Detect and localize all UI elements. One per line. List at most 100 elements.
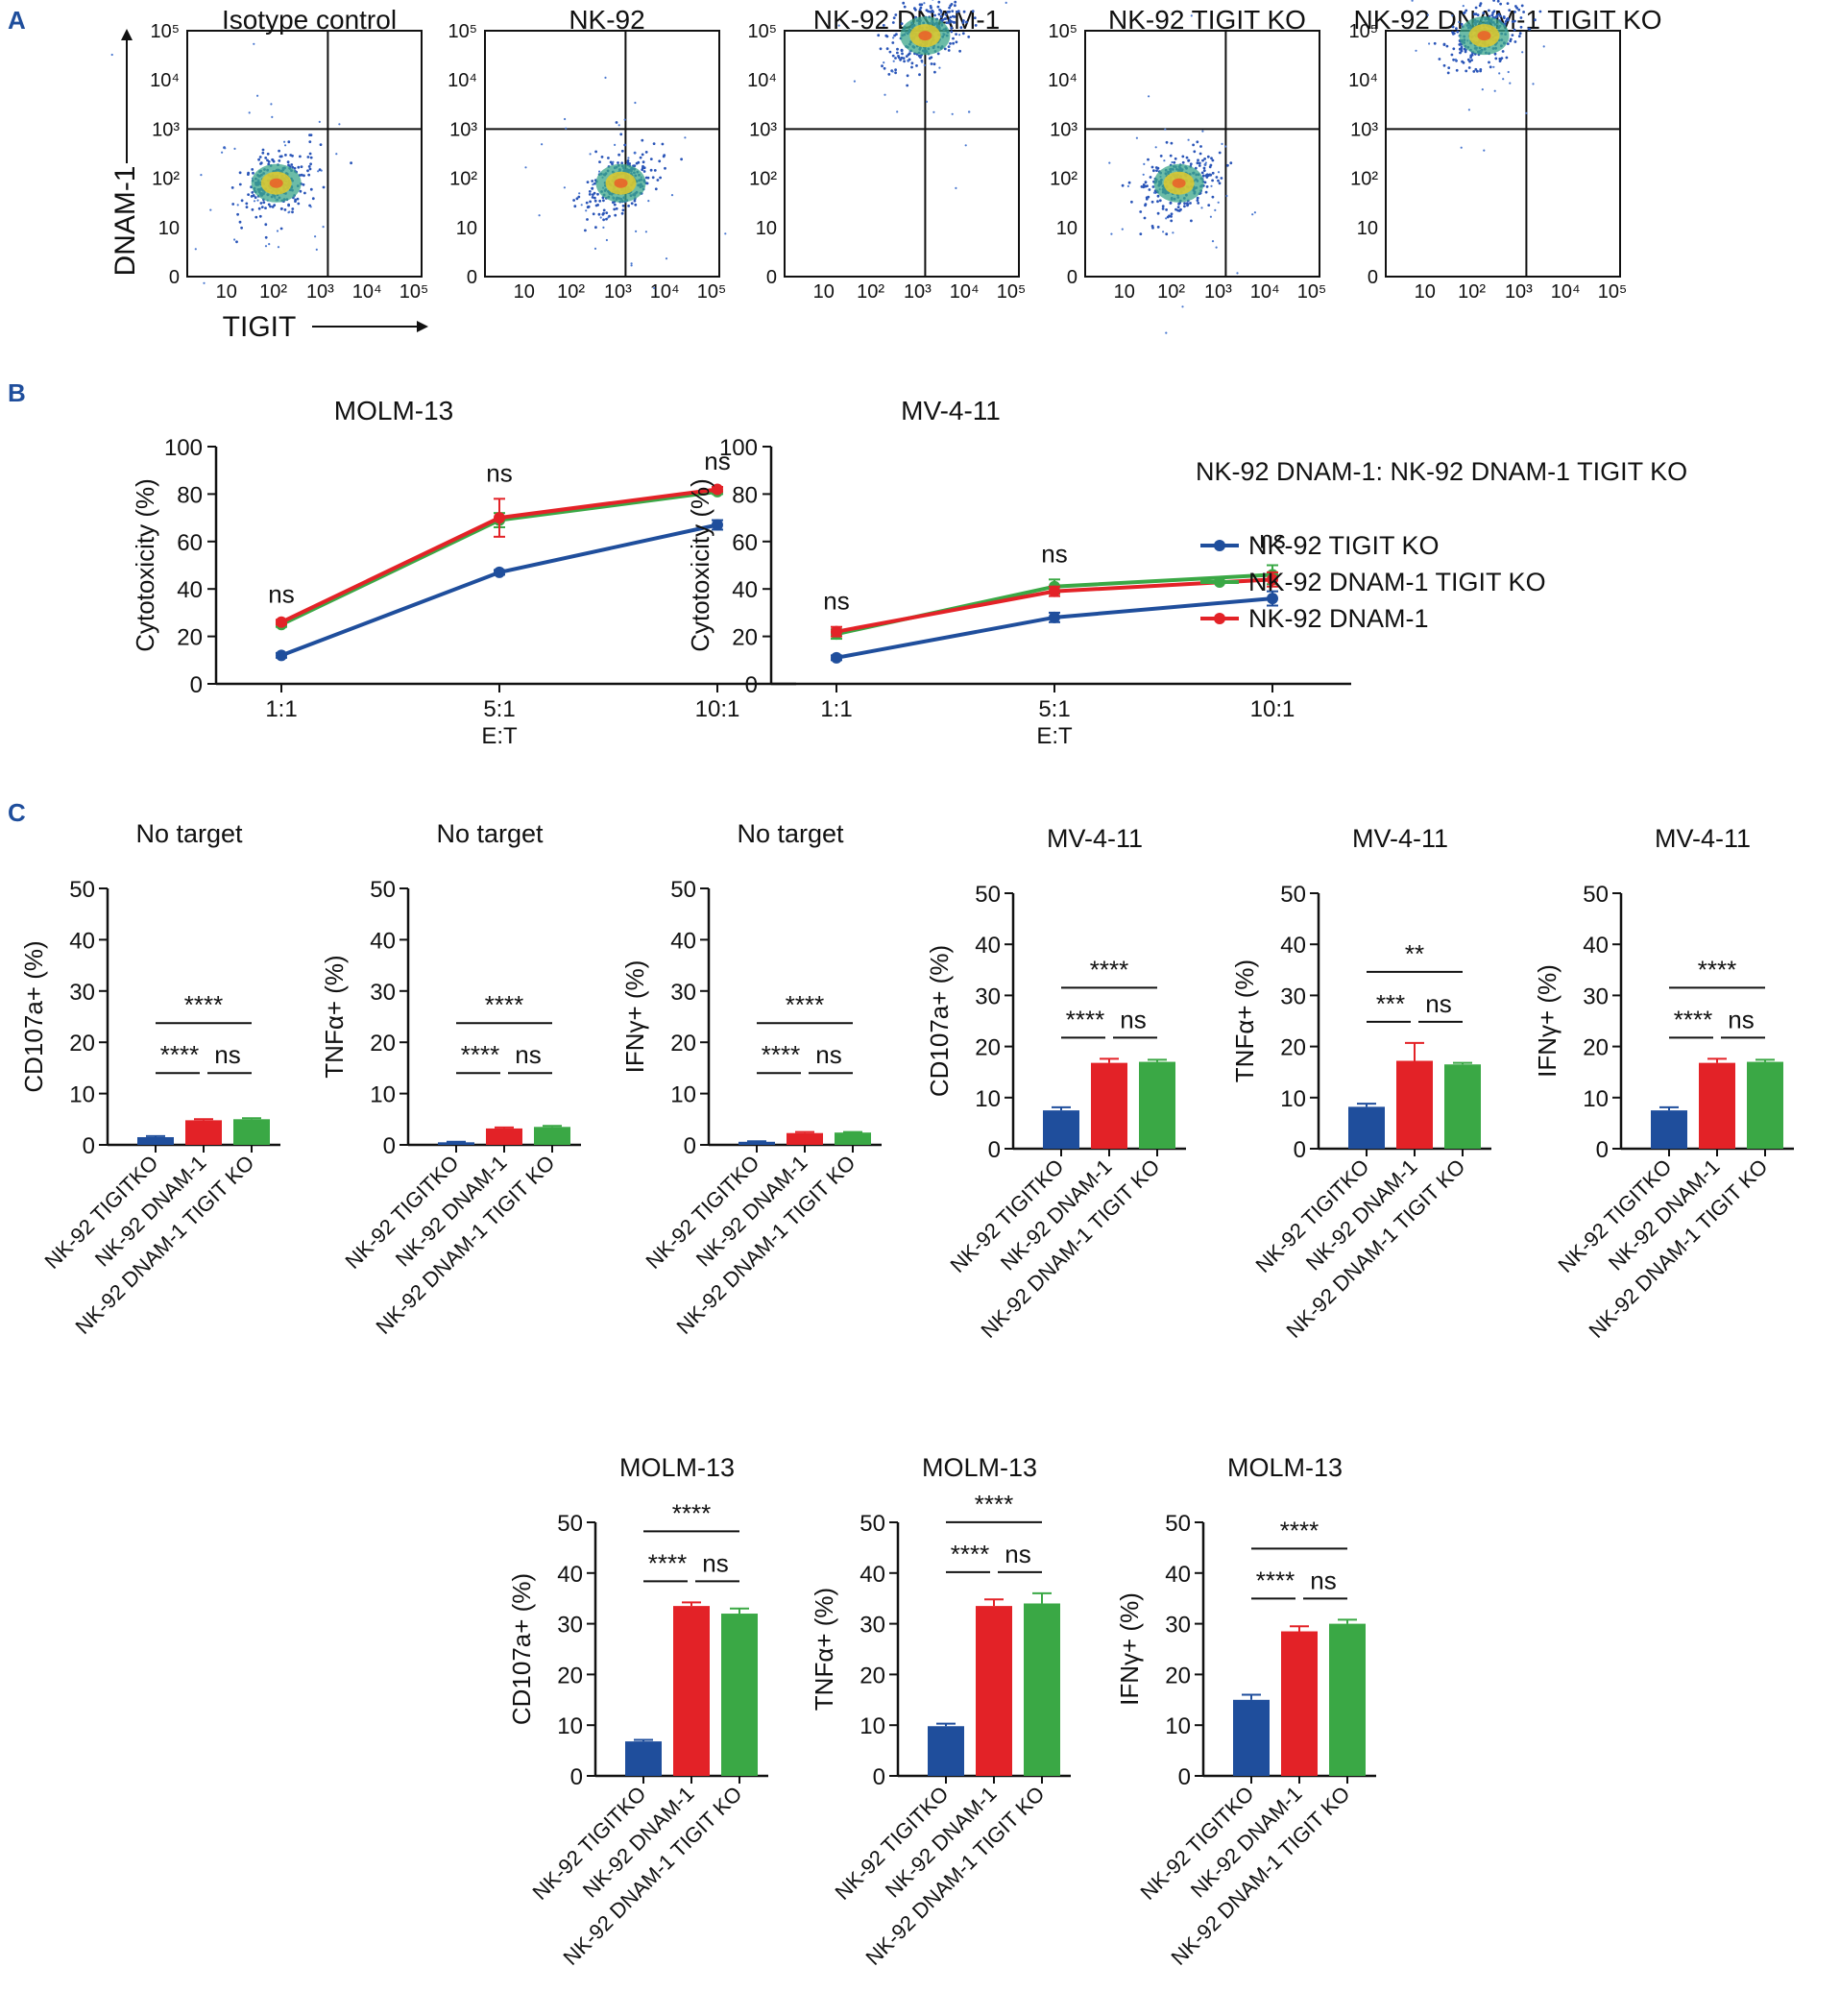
flow-x-tick-label: 10 <box>514 281 535 303</box>
bar <box>1281 1631 1318 1776</box>
data-point <box>712 519 723 531</box>
flow-y-tick-label: 10 <box>1056 218 1077 239</box>
y-tick-label: 100 <box>164 435 203 461</box>
flow-event-dot <box>564 117 567 121</box>
flow-event-dot <box>1221 142 1223 145</box>
y-tick-label: 10 <box>670 1082 696 1108</box>
flow-event-dot <box>1200 206 1203 209</box>
flow-event-dot <box>1154 166 1158 169</box>
flow-x-axis-label: TIGIT <box>223 311 297 343</box>
significance-label: ns <box>1041 539 1067 568</box>
flow-event-dot <box>1502 15 1506 18</box>
flow-event-dot <box>921 61 924 63</box>
flow-event-dot <box>1210 184 1213 187</box>
flow-event-dot <box>593 182 596 185</box>
flow-event-dot <box>925 100 929 103</box>
y-tick-label: 40 <box>670 928 696 954</box>
y-tick-label: 10 <box>975 1086 1001 1112</box>
flow-event-dot <box>893 34 896 37</box>
flow-x-tick-label: 10³ <box>1505 281 1533 303</box>
flow-event-dot <box>1446 71 1450 75</box>
flow-event-dot <box>617 124 620 127</box>
flow-event-dot <box>971 10 975 13</box>
flow-x-tick-label: 10⁵ <box>1598 281 1628 303</box>
y-tick-label: 40 <box>177 577 203 603</box>
flow-event-dot <box>1474 6 1478 10</box>
y-tick-label: 100 <box>719 435 758 461</box>
flow-event-dot <box>950 30 954 34</box>
flow-event-dot <box>1460 146 1463 149</box>
flow-event-dot <box>967 110 971 113</box>
flow-event-dot <box>930 62 933 65</box>
flow-event-dot <box>1461 60 1464 63</box>
flow-event-dot <box>1190 14 1193 17</box>
significance-label: ns <box>1259 525 1285 554</box>
flow-event-dot <box>896 110 899 113</box>
flow-y-tick-label: 10² <box>152 169 180 190</box>
flow-event-dot <box>233 238 236 241</box>
flow-event-dot <box>565 127 568 130</box>
flow-event-dot <box>1148 95 1150 98</box>
flow-plot-frame <box>784 30 1020 278</box>
flow-x-tick-label: 10⁵ <box>697 281 727 303</box>
panel-label-a: A <box>8 6 26 35</box>
flow-event-dot <box>593 196 596 200</box>
flow-y-tick-label: 10² <box>1350 169 1378 190</box>
data-point <box>831 625 842 638</box>
flow-event-dot <box>1218 151 1222 155</box>
flow-event-dot <box>656 179 660 182</box>
x-tick-label: 1:1 <box>265 696 297 722</box>
data-point <box>494 566 505 578</box>
flow-event-dot <box>1196 199 1199 203</box>
flow-event-dot <box>665 257 668 260</box>
flow-event-dot <box>293 166 297 170</box>
flow-event-dot <box>607 216 610 219</box>
y-tick-label: 50 <box>670 877 696 903</box>
flow-event-dot <box>883 61 885 64</box>
bar <box>137 1136 174 1145</box>
flow-event-dot <box>1459 42 1463 46</box>
flow-event-dot <box>248 111 251 114</box>
flow-event-dot <box>913 7 916 11</box>
flow-event-dot <box>919 6 923 10</box>
flow-plot: NK-92 TIGIT KO 0 10 10² 10³ 10⁴ 10⁵ 10 10² 10³ 10⁴… <box>1048 5 1326 334</box>
flow-event-dot <box>937 12 941 16</box>
flow-event-dot <box>1467 66 1471 69</box>
flow-event-dot <box>1185 156 1189 159</box>
flow-event-dot <box>317 170 320 173</box>
flow-event-dot <box>1463 47 1466 51</box>
flow-event-dot <box>663 154 666 158</box>
flow-event-dot <box>961 32 965 36</box>
bar <box>1233 1699 1270 1776</box>
y-tick-label: 0 <box>1178 1764 1191 1790</box>
flow-event-dot <box>1460 22 1464 26</box>
flow-event-dot <box>240 199 244 203</box>
flow-event-dot <box>1201 158 1204 162</box>
significance-label-top: **** <box>485 990 523 1019</box>
flow-event-dot <box>602 208 606 212</box>
flow-event-dot <box>651 176 655 180</box>
flow-event-dot <box>311 197 315 201</box>
flow-event-dot <box>1452 58 1455 61</box>
y-tick-label: 30 <box>670 980 696 1006</box>
flow-event-dot <box>252 171 254 175</box>
panel-label-b: B <box>8 378 26 407</box>
flow-event-dot <box>194 248 197 251</box>
flow-event-dot <box>1493 52 1497 56</box>
flow-event-dot <box>627 157 630 159</box>
flow-event-dot <box>1509 82 1512 85</box>
flow-event-dot <box>908 52 911 56</box>
flow-event-dot <box>1152 191 1156 194</box>
flow-event-dot <box>1204 190 1208 194</box>
flow-event-dot <box>283 208 287 211</box>
bar-chart-title: MV-4-11 <box>1655 824 1751 853</box>
flow-event-dot <box>1206 155 1210 158</box>
flow-event-dot <box>602 226 605 229</box>
flow-event-dot <box>959 26 963 30</box>
flow-event-dot <box>264 245 268 248</box>
flow-event-dot <box>271 206 275 208</box>
flow-event-dot <box>915 64 918 67</box>
bar <box>673 1606 710 1776</box>
